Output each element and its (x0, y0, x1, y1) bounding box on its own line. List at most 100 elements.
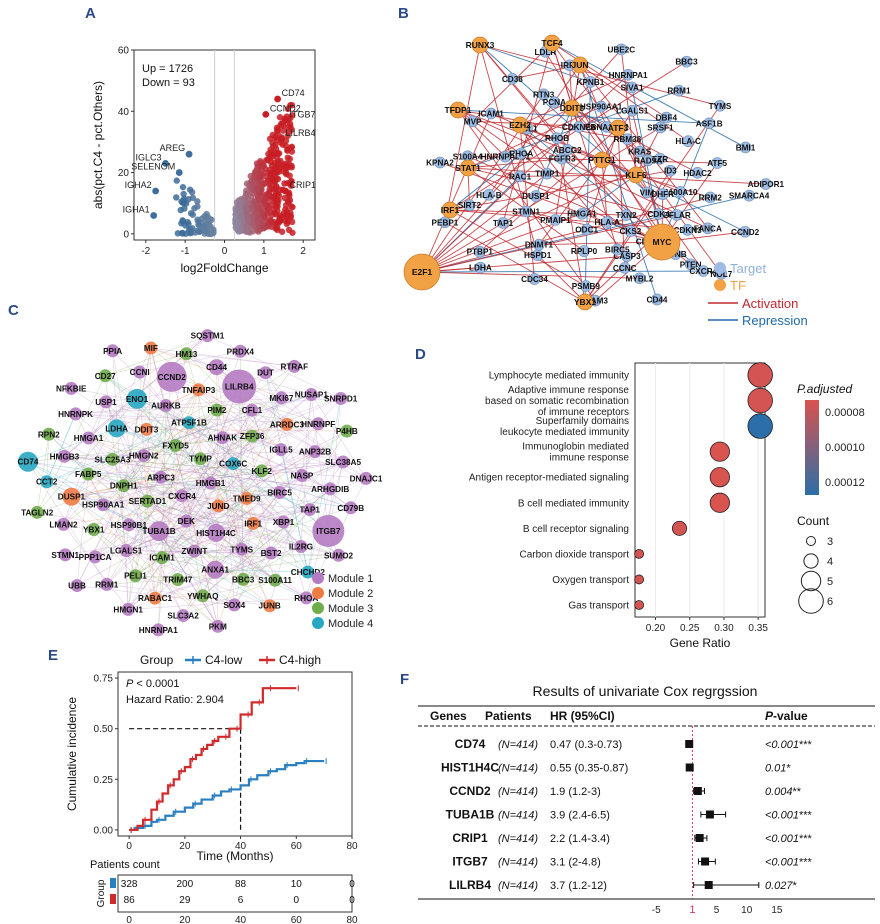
target-node-label: ODC1 (575, 226, 598, 235)
target-node (601, 216, 614, 228)
risk-table-frame (117, 874, 353, 913)
ppi-edge (158, 530, 219, 627)
risk-count: 0 (349, 895, 355, 906)
ppi-edge (75, 398, 341, 415)
ppi-edge (171, 376, 351, 509)
ppi-node (245, 403, 259, 417)
target-node (624, 225, 637, 237)
ppi-node-label: STMN1 (51, 551, 79, 560)
down-gene-point (173, 177, 180, 184)
tf-node (593, 151, 611, 169)
ppi-edge (202, 579, 276, 597)
go-term-label: based on somatic recombination (485, 396, 629, 407)
risk-count: 86 (124, 895, 136, 906)
ppi-edge (63, 524, 129, 610)
tf-node (643, 223, 681, 261)
target-node-label: VIM (640, 188, 655, 197)
ppi-node-label: IL2RG (289, 542, 313, 551)
ppi-node (87, 522, 101, 536)
module-legend-label: Module 4 (328, 618, 373, 630)
ppi-node-label: HMGB1 (196, 479, 226, 488)
target-node-label: DNMT1 (525, 241, 554, 250)
up-gene-point (267, 170, 275, 177)
ppi-node (245, 429, 259, 443)
activation-edge (421, 127, 661, 273)
ppi-edge (27, 461, 276, 581)
ppi-node-label: CCNI (130, 368, 150, 377)
target-node (533, 238, 545, 251)
target-node (620, 209, 632, 221)
target-node-label: PMAIP1 (540, 216, 571, 225)
ppi-edge (46, 481, 302, 547)
ppi-node-label: NFKBIE (56, 384, 87, 393)
up-gene-point (284, 154, 291, 161)
ppi-edge (185, 386, 240, 522)
up-gene-point (269, 186, 276, 193)
target-node-label: PTBP1 (467, 248, 494, 257)
legend-repression-label: Repression (742, 313, 808, 328)
target-node-label: EBNA1BP2 (585, 123, 629, 132)
ppi-node-label: ZFP36 (240, 432, 265, 441)
ppi-node-label: TAGLN2 (21, 508, 54, 517)
legend-tf-dot (714, 279, 726, 291)
target-node-label: KRAS (628, 148, 652, 157)
size-legend-title: Count (797, 514, 830, 528)
up-gene-point (280, 122, 287, 129)
ppi-node-label: SLC25A3 (95, 455, 131, 464)
go-term-label: leukocyte mediated immunity (500, 427, 629, 438)
ppi-edge (218, 449, 282, 507)
gene-label: CD74 (282, 88, 305, 98)
labeled-gene-point (262, 110, 270, 118)
target-node (654, 152, 666, 165)
target-node (642, 154, 654, 167)
hazard-ratio-text: Hazard Ratio: 2.904 (126, 694, 224, 706)
ppi-edge (143, 455, 156, 599)
color-legend-bar (805, 400, 819, 495)
target-node (506, 73, 519, 85)
ppi-edge (106, 347, 152, 585)
ppi-edge (194, 548, 242, 552)
activation-edge (579, 64, 689, 142)
ppi-edge (150, 347, 312, 395)
target-node-label: CXCR4 (689, 267, 717, 276)
ppi-node (57, 449, 71, 463)
ppi-node-label: CXCR4 (168, 492, 196, 501)
ppi-node-label: CFL1 (242, 406, 263, 415)
ppi-edge (63, 524, 195, 552)
ppi-node (156, 361, 187, 392)
forest-x-tick: 10 (741, 905, 753, 916)
legend-label: C4-high (279, 653, 321, 667)
down-gene-point (179, 183, 187, 191)
ppi-node (207, 523, 226, 542)
ppi-edge (246, 498, 276, 581)
ppi-edge (147, 500, 270, 606)
ppi-node (258, 366, 272, 380)
ppi-edge (159, 509, 310, 532)
risk-table-ylabel: Group (96, 879, 107, 907)
ppi-node (155, 551, 169, 565)
ppi-edge (252, 492, 280, 524)
up-gene-point (266, 155, 273, 162)
ppi-node (140, 494, 154, 508)
ppi-node-label: HIST1H4C (196, 529, 236, 538)
up-gene-point (276, 114, 284, 121)
target-node-label: SIRT2 (458, 201, 482, 210)
ppi-edge (135, 498, 247, 576)
activation-edge (545, 51, 663, 243)
repression-edge (661, 123, 710, 243)
x-axis-title: log2FoldChange (180, 261, 268, 275)
size-legend-circle (800, 570, 822, 592)
ppi-edge (161, 461, 344, 558)
x-tick-label: 0.35 (748, 623, 768, 634)
ppi-node-label: SLC3A2 (167, 612, 199, 621)
ppi-node (96, 498, 110, 512)
go-term-label: Gas transport (568, 601, 629, 612)
x-axis-title: Gene Ratio (670, 636, 731, 650)
labeled-gene-point (175, 169, 183, 176)
up-gene-point (234, 218, 241, 226)
legend-target-dot (714, 262, 726, 274)
risk-count: 328 (121, 879, 138, 890)
target-node-label: CCNC (613, 264, 637, 273)
gene-label: CCND2 (270, 103, 301, 113)
down-gene-point (177, 206, 184, 214)
